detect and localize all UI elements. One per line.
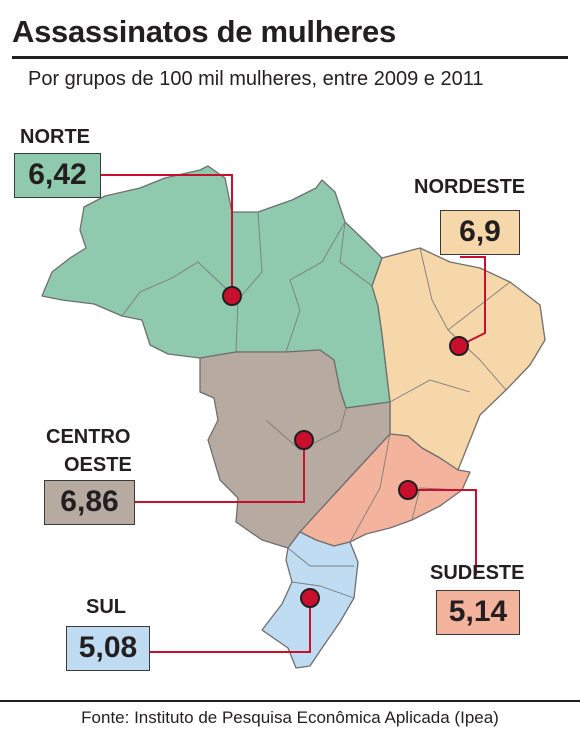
marker-sudeste — [398, 480, 418, 500]
region-sudeste — [299, 433, 471, 547]
label-centro-oeste-line2: OESTE — [64, 454, 132, 476]
leader-lines — [101, 174, 486, 653]
marker-norte — [222, 286, 242, 306]
label-norte: NORTE — [20, 126, 90, 148]
value-sul: 5,08 — [66, 626, 150, 671]
leader-line-norte — [101, 174, 233, 293]
leader-line-centro-oeste — [135, 440, 305, 503]
leader-line-sul — [150, 598, 311, 653]
map-title: Assassinatos de mulheres — [12, 14, 396, 49]
state-borders — [121, 211, 511, 599]
map-subtitle: Por grupos de 100 mil mulheres, entre 20… — [28, 68, 484, 90]
marker-centro-oeste — [294, 430, 314, 450]
leader-line-sudeste — [408, 489, 477, 575]
value-nordeste: 6,9 — [440, 210, 520, 255]
footer-rule — [0, 700, 580, 702]
marker-nordeste — [449, 336, 469, 356]
value-sudeste: 5,14 — [436, 590, 520, 635]
label-sul: SUL — [86, 596, 126, 618]
label-centro-oeste-line1: CENTRO — [46, 426, 131, 448]
value-norte: 6,42 — [14, 153, 101, 198]
value-centro-oeste: 6,86 — [44, 480, 135, 525]
region-nordeste — [371, 247, 546, 471]
leader-line-nordeste — [458, 256, 486, 347]
source-note: Fonte: Instituto de Pesquisa Econômica A… — [81, 708, 499, 727]
title-rule — [12, 56, 568, 59]
label-sudeste: SUDESTE — [430, 562, 525, 584]
marker-sul — [300, 588, 320, 608]
label-nordeste: NORDESTE — [414, 176, 526, 198]
markers — [222, 286, 469, 608]
